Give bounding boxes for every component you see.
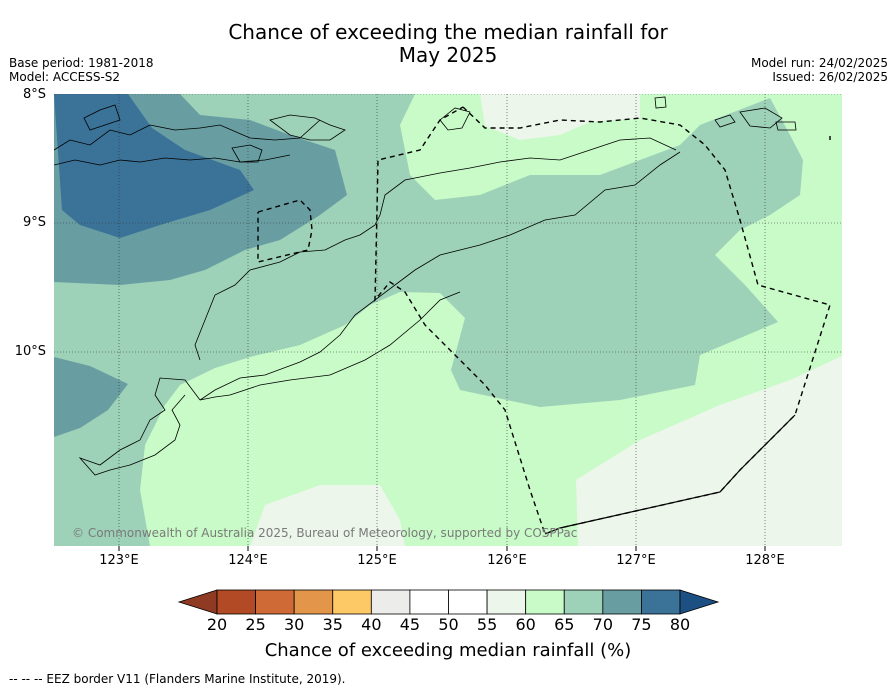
base-info: Base period: 1981-2018 Model: ACCESS-S2 [9,56,154,84]
band-55-60-southwest [250,485,405,546]
run-info: Model run: 24/02/2025 Issued: 26/02/2025 [751,56,888,84]
axis-ticks [118,546,766,551]
graticule [54,94,842,546]
model-name: Model: ACCESS-S2 [9,70,121,84]
colorbar-under-arrow [177,589,218,615]
lon-label-123e: 123°E [99,553,139,568]
colorbar-swatch [641,589,681,615]
colorbar [177,589,720,615]
colorbar-swatch [370,589,411,615]
lat-label-8s: 8°S [22,87,46,102]
colorbar-swatch [525,589,565,615]
colorbar-tick-label: 80 [669,615,691,634]
band-70-75-west [54,357,128,437]
colorbar-swatch [216,589,256,615]
lon-label-125e: 125°E [357,553,397,568]
lon-label-128e: 128°E [745,553,785,568]
colorbar-swatch [293,589,334,615]
model-run: Model run: 24/02/2025 [750,56,888,70]
copyright-notice: © Commonwealth of Australia 2025, Bureau… [72,526,578,540]
colorbar-tick-label: 50 [438,615,459,634]
lon-label-127e: 127°E [616,553,656,568]
colorbar-tick-label: 40 [361,615,382,634]
lat-label-9s: 9°S [22,215,46,230]
colorbar-swatch [332,589,372,615]
map-title-line2: May 2025 [398,43,498,67]
map-title: Chance of exceeding the median rainfall … [0,21,896,67]
colorbar-tick-label: 35 [322,615,343,634]
colorbar-swatch [448,589,488,615]
colorbar-tick-label: 65 [554,615,575,634]
colorbar-swatch [255,589,295,615]
colorbar-over-arrow [679,589,720,615]
issued-date: Issued: 26/02/2025 [772,70,888,84]
eez-footnote: -- -- -- EEZ border V11 (Flanders Marine… [9,672,346,686]
coastlines [54,96,797,476]
colorbar-tick-label: 25 [245,615,266,634]
colorbar-tick-label: 75 [631,615,652,634]
lon-label-124e: 124°E [228,553,268,568]
probability-field [54,94,842,546]
colorbar-swatch [563,589,604,615]
colorbar-title: Chance of exceeding median rainfall (%) [264,640,632,661]
lat-label-10s: 10°S [14,344,46,359]
colorbar-tick-label: 55 [476,615,498,634]
colorbar-swatch [602,589,642,615]
map-title-line1: Chance of exceeding the median rainfall … [228,20,668,44]
colorbar-tick-label: 30 [283,615,305,634]
colorbar-swatch [409,589,449,615]
colorbar-swatch [486,589,527,615]
colorbar-tick-label: 70 [592,615,613,634]
eez-solid-segment [544,414,796,535]
base-period: Base period: 1981-2018 [9,56,154,70]
colorbar-tick-label: 45 [399,615,421,634]
band-75-80 [54,94,254,238]
colorbar-tick-label: 20 [206,615,228,634]
eez-border [257,106,831,535]
band-55-60-south [576,356,842,546]
lon-label-126e: 126°E [487,553,527,568]
colorbar-tick-label: 60 [515,615,536,634]
